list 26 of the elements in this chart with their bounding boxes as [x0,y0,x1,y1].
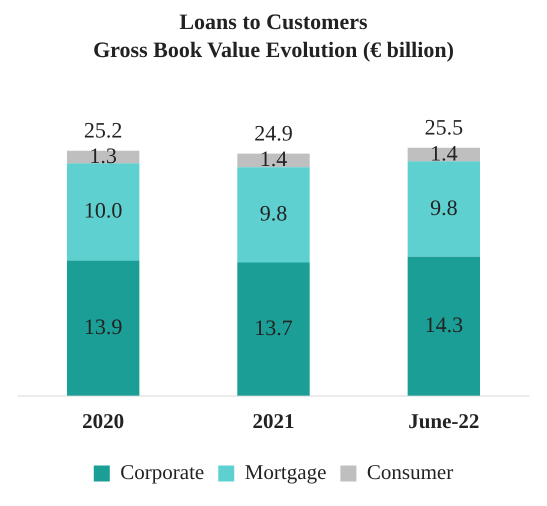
data-label: 10.0 [84,198,122,223]
x-tick-label: 2021 [252,408,294,433]
data-label: 9.8 [430,194,458,220]
bar [237,167,310,263]
total-label: 25.2 [84,117,122,142]
data-label: 13.7 [254,314,293,340]
total-label: 24.9 [254,120,293,146]
x-tick-label: June-22 [408,408,480,433]
data-label: 1.3 [89,142,117,168]
bar [237,262,310,396]
chart-subtitle: Gross Book Value Evolution (€ billion) [92,36,455,64]
data-label: 14.3 [424,312,464,338]
legend-label: Consumer [366,460,454,484]
chart-title: Loans to Customers [178,8,369,36]
bar [408,161,480,257]
bar [66,260,140,396]
data-label: 1.4 [260,146,288,172]
x-tick-label: 2020 [82,408,124,433]
data-label: 13.9 [84,314,122,339]
legend-label: Corporate [120,460,204,484]
bar [66,163,140,261]
bar [408,256,480,396]
total-label: 25.5 [424,114,464,140]
legend-label: Mortgage [244,460,326,484]
data-label: 1.4 [430,140,458,166]
data-label: 9.8 [260,200,288,226]
